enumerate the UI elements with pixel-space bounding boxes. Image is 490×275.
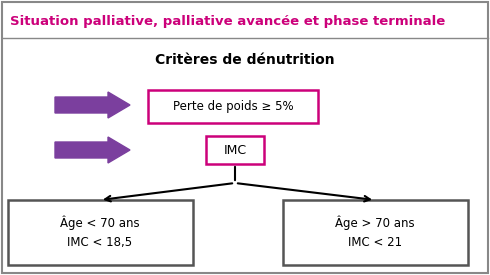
Text: Situation palliative, palliative avancée et phase terminale: Situation palliative, palliative avancée… bbox=[10, 15, 445, 29]
Bar bbox=[148, 90, 318, 123]
Text: Perte de poids ≥ 5%: Perte de poids ≥ 5% bbox=[172, 100, 294, 113]
Text: IMC: IMC bbox=[223, 144, 246, 156]
Bar bbox=[283, 200, 467, 265]
Bar bbox=[206, 136, 264, 164]
FancyArrow shape bbox=[55, 137, 130, 163]
FancyArrow shape bbox=[55, 92, 130, 118]
Text: Âge > 70 ans
IMC < 21: Âge > 70 ans IMC < 21 bbox=[335, 216, 415, 249]
Text: Critères de dénutrition: Critères de dénutrition bbox=[155, 53, 335, 67]
Bar bbox=[7, 200, 193, 265]
Text: Âge < 70 ans
IMC < 18,5: Âge < 70 ans IMC < 18,5 bbox=[60, 216, 140, 249]
